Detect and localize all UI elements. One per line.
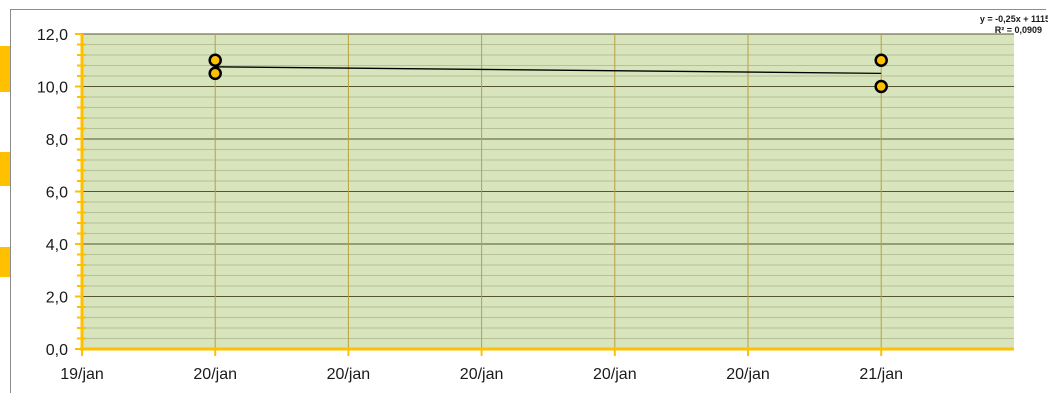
x-tick-label: 20/jan: [593, 366, 637, 383]
data-point: [208, 53, 222, 67]
trendline-group: [215, 66, 882, 75]
x-tick-label: 20/jan: [193, 366, 237, 383]
trendline-equation: y = -0,25x + 1115: [980, 14, 1048, 24]
trendline-r-squared: R² = 0,0909: [995, 25, 1042, 35]
side-tab: [0, 152, 10, 186]
side-tab: [0, 46, 10, 92]
chart-frame: [10, 9, 1046, 393]
trendline: [215, 66, 882, 75]
x-tick-label: 21/jan: [859, 366, 903, 383]
data-point: [874, 79, 888, 94]
data-point: [874, 53, 888, 67]
y-tick-label: 4,0: [46, 237, 68, 254]
x-tick-label: 20/jan: [460, 366, 504, 383]
x-axis-tick-labels: 19/jan 20/jan 20/jan 20/jan 20/jan 20/jan 21/j…: [60, 366, 903, 383]
y-tick-label: 0,0: [46, 342, 68, 359]
y-tick-label: 6,0: [46, 185, 68, 202]
y-axis-tick-labels: 0,0 2,0 4,0 6,0 8,0 10,0 12,0: [37, 27, 68, 359]
y-tick-label: 12,0: [37, 27, 68, 44]
y-tick-label: 8,0: [46, 132, 68, 149]
axes: [75, 33, 1014, 356]
x-tick-label: 20/jan: [726, 366, 770, 383]
x-tick-label: 19/jan: [60, 366, 104, 383]
x-tick-label: 20/jan: [327, 366, 371, 383]
y-tick-label: 10,0: [37, 80, 68, 97]
trendline-equation-group: y = -0,25x + 1115 R² = 0,0909: [980, 14, 1048, 35]
side-tab: [0, 247, 10, 277]
data-points: [208, 53, 888, 94]
y-tick-label: 2,0: [46, 290, 68, 307]
data-point: [208, 66, 222, 81]
